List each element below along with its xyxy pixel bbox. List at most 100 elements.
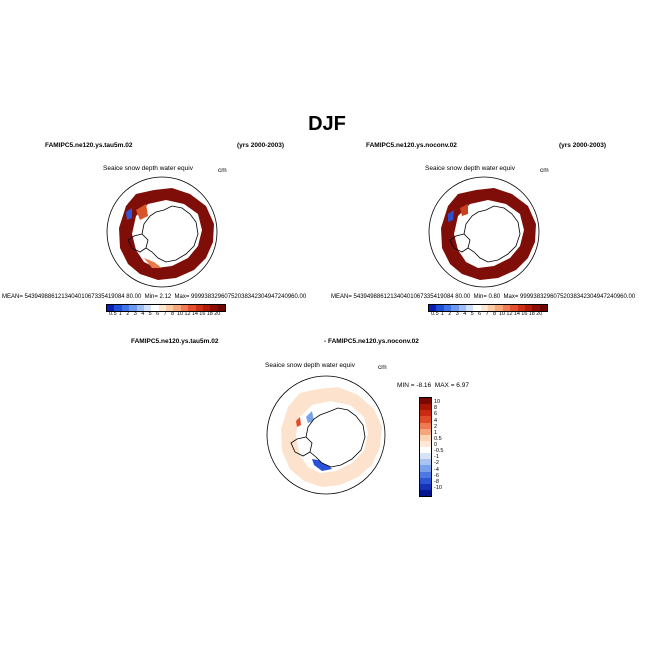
colorbar-swatch (195, 305, 203, 311)
colorbar-tick-label: 12 (184, 311, 191, 317)
colorbar-swatch (539, 305, 547, 311)
colorbar-swatch (107, 305, 115, 311)
colorbar-tick-label: 4 (463, 311, 467, 317)
diff-colorbar-tick-label: -10 (434, 484, 442, 491)
colorbar-swatch (136, 305, 144, 311)
colorbar-swatch (210, 305, 218, 311)
panel2-polar-map (428, 176, 540, 288)
colorbar-swatch (458, 305, 466, 311)
colorbar-swatch (114, 305, 122, 311)
colorbar-swatch (465, 305, 474, 311)
panel2-case-name: FAMIPC5.ne120.ys.noconv.02 (366, 142, 457, 149)
colorbar-tick-label: 7 (163, 311, 167, 317)
diff-colorbar-swatch (420, 440, 431, 447)
diff-colorbar-swatch (420, 422, 431, 429)
panel1-stats: MEAN= 543949886121340401067335419084 80.… (2, 294, 307, 300)
diff-colorbar-tick-label: 8 (434, 405, 438, 412)
colorbar-tick-label: 2 (448, 311, 452, 317)
diff-colorbar-tick-label: -1 (434, 454, 439, 461)
panel1-colorbar-labels: 0.5 1 2 3 4 5 6 7 8 10 12 14 16 18 20 (109, 311, 221, 317)
panel2-units: cm (540, 167, 549, 174)
panel2-low-snow-patch (448, 210, 454, 222)
colorbar-swatch (443, 305, 452, 311)
diff-colorbar-swatch (420, 477, 431, 484)
panel1-high-snow-patch-2 (144, 258, 162, 268)
colorbar-swatch (180, 305, 189, 311)
diff-colorbar-tick-label: 10 (434, 399, 441, 406)
colorbar-tick-label: 2 (126, 311, 130, 317)
diff-title-a: FAMIPC5.ne120.ys.tau5m.02 (131, 338, 219, 345)
colorbar-tick-label: 5 (148, 311, 152, 317)
diff-colorbar-tick-label: -6 (434, 472, 439, 479)
diff-title-b: - FAMIPC5.ne120.ys.noconv.02 (324, 338, 419, 345)
colorbar-swatch (524, 305, 533, 311)
diff-colorbar-swatch (420, 434, 431, 441)
panel1-min-value: 2.12 (159, 294, 172, 300)
panel1-units: cm (218, 167, 227, 174)
panel2-max-value: 99993832960752038342304947240960.00 (520, 294, 636, 300)
diff-colorbar-tick-label: 0 (434, 442, 438, 448)
colorbar-tick-label: 8 (493, 311, 497, 317)
colorbar-swatch (129, 305, 137, 311)
panel2-stats: MEAN= 543949886121340401067335419084 80.… (331, 294, 636, 300)
panel1-sea-ice-ring (119, 188, 214, 280)
colorbar-tick-label: 1 (118, 311, 122, 317)
colorbar-swatch (217, 305, 225, 311)
colorbar-swatch (202, 305, 211, 311)
panel1-years: (yrs 2000-2003) (237, 142, 284, 149)
diff-colorbar-swatch (420, 447, 431, 454)
colorbar-tick-label: 10 (176, 311, 184, 317)
diff-colorbar-swatch (420, 471, 431, 478)
panel1-high-snow-patch (136, 204, 148, 220)
panel2-sea-ice-ring (441, 188, 536, 280)
diff-colorbar-swatch (420, 459, 431, 466)
colorbar-swatch (517, 305, 525, 311)
diff-negative-patch (312, 459, 332, 471)
diff-colorbar-tick-label: -4 (434, 466, 439, 473)
diff-colorbar-tick-label: -2 (434, 460, 439, 467)
page-title: DJF (308, 113, 346, 135)
colorbar-tick-label: 0.5 (431, 311, 439, 317)
colorbar-tick-label: 6 (156, 311, 160, 317)
panel1-polar-map (106, 176, 218, 288)
panel1-low-snow-patch (126, 208, 132, 220)
colorbar-tick-label: 5 (470, 311, 474, 317)
diff-min-value: -8.16 (416, 382, 432, 389)
panel2-years: (yrs 2000-2003) (559, 142, 606, 149)
diff-colorbar-swatch (420, 453, 431, 460)
colorbar-swatch (166, 305, 174, 311)
diff-colorbar-tick-label: 1 (434, 429, 438, 436)
colorbar-swatch (502, 305, 511, 311)
colorbar-swatch (473, 305, 481, 311)
diff-positive-patch (296, 417, 301, 427)
panel1-max-value: 99993832960752038342304947240960.00 (191, 294, 307, 300)
diff-colorbar-swatch (420, 416, 431, 423)
colorbar-swatch (480, 305, 488, 311)
panel2-variable: Seaice snow depth water equiv (425, 165, 515, 172)
colorbar-tick-label: 0.5 (109, 311, 117, 317)
colorbar-swatch (188, 305, 196, 311)
colorbar-swatch (436, 305, 444, 311)
diff-colorbar-tick-label: -8 (434, 478, 439, 485)
diff-colorbar-swatch (420, 483, 431, 490)
colorbar-swatch (429, 305, 437, 311)
panel2-colorbar (428, 304, 548, 312)
diff-max-value: 6.97 (456, 382, 469, 389)
colorbar-swatch (532, 305, 540, 311)
colorbar-tick-label: 3 (455, 311, 459, 317)
colorbar-tick-label: 20 (214, 311, 221, 317)
panel1-variable: Seaice snow depth water equiv (103, 165, 193, 172)
diff-colorbar-tick-label: 6 (434, 411, 438, 418)
colorbar-swatch (158, 305, 166, 311)
colorbar-tick-label: 8 (171, 311, 175, 317)
colorbar-tick-label: 3 (133, 311, 137, 317)
colorbar-tick-label: 18 (206, 311, 213, 317)
diff-colorbar-swatch (420, 410, 431, 417)
colorbar-swatch (121, 305, 130, 311)
colorbar-tick-label: 18 (528, 311, 535, 317)
diff-colorbar-swatch (420, 404, 431, 411)
diff-colorbar-swatch (420, 465, 431, 472)
panel2-high-snow-patch (460, 204, 468, 216)
colorbar-swatch (173, 305, 181, 311)
colorbar-swatch (143, 305, 152, 311)
